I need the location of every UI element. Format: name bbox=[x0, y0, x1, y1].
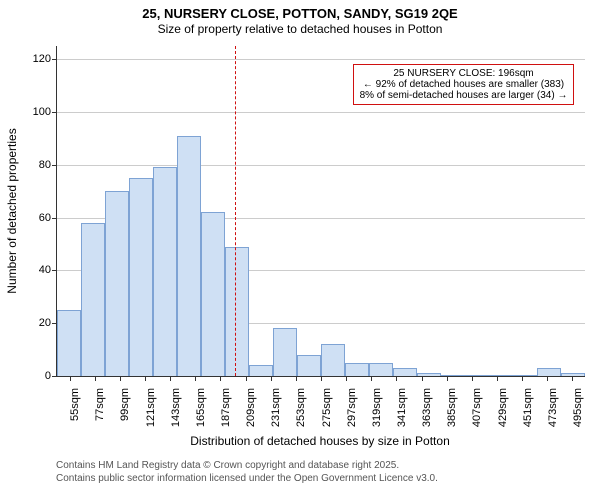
x-tick-label: 451sqm bbox=[522, 388, 534, 427]
x-tick-label: 495sqm bbox=[572, 388, 584, 427]
footer-line1: Contains HM Land Registry data © Crown c… bbox=[56, 460, 600, 473]
x-tick-label: 319sqm bbox=[371, 388, 383, 427]
x-axis-label: Distribution of detached houses by size … bbox=[56, 434, 584, 448]
histogram-bar bbox=[129, 178, 153, 376]
y-tick-label: 60 bbox=[39, 212, 57, 224]
x-tick-mark bbox=[95, 376, 96, 381]
annotation-box: 25 NURSERY CLOSE: 196sqm← 92% of detache… bbox=[353, 64, 575, 105]
histogram-bar bbox=[201, 212, 225, 376]
annotation-line: 25 NURSERY CLOSE: 196sqm bbox=[360, 68, 568, 79]
x-tick-label: 407sqm bbox=[471, 388, 483, 427]
x-tick-label: 385sqm bbox=[446, 388, 458, 427]
x-tick-label: 341sqm bbox=[396, 388, 408, 427]
chart-subtitle: Size of property relative to detached ho… bbox=[0, 21, 600, 36]
histogram-bar bbox=[57, 310, 81, 376]
x-tick-mark bbox=[70, 376, 71, 381]
x-tick-mark bbox=[572, 376, 573, 381]
histogram-bar bbox=[177, 136, 201, 376]
chart-container: 25, NURSERY CLOSE, POTTON, SANDY, SG19 2… bbox=[0, 0, 600, 500]
chart-title: 25, NURSERY CLOSE, POTTON, SANDY, SG19 2… bbox=[0, 0, 600, 21]
histogram-bar bbox=[369, 363, 393, 376]
histogram-bar bbox=[297, 355, 321, 376]
plot-area: 02040608010012055sqm77sqm99sqm121sqm143s… bbox=[56, 46, 585, 377]
x-tick-label: 121sqm bbox=[145, 388, 157, 427]
reference-line bbox=[235, 46, 236, 376]
x-tick-mark bbox=[120, 376, 121, 381]
x-tick-mark bbox=[246, 376, 247, 381]
gridline bbox=[57, 59, 585, 60]
y-axis-label: Number of detached properties bbox=[5, 128, 19, 293]
x-tick-mark bbox=[422, 376, 423, 381]
x-tick-mark bbox=[195, 376, 196, 381]
x-tick-mark bbox=[170, 376, 171, 381]
x-tick-mark bbox=[271, 376, 272, 381]
histogram-bar bbox=[105, 191, 129, 376]
histogram-bar bbox=[393, 368, 417, 376]
histogram-bar bbox=[441, 375, 465, 376]
histogram-bar bbox=[249, 365, 273, 376]
x-tick-label: 253sqm bbox=[295, 388, 307, 427]
histogram-bar bbox=[537, 368, 561, 376]
footer-line2: Contains public sector information licen… bbox=[56, 473, 600, 486]
x-tick-label: 77sqm bbox=[94, 388, 106, 421]
gridline bbox=[57, 112, 585, 113]
histogram-bar bbox=[465, 375, 489, 376]
x-tick-mark bbox=[547, 376, 548, 381]
x-tick-mark bbox=[472, 376, 473, 381]
footer-note: Contains HM Land Registry data © Crown c… bbox=[0, 460, 600, 485]
x-tick-label: 55sqm bbox=[69, 388, 81, 421]
x-tick-label: 363sqm bbox=[421, 388, 433, 427]
x-tick-label: 209sqm bbox=[245, 388, 257, 427]
histogram-bar bbox=[489, 375, 513, 376]
x-tick-mark bbox=[522, 376, 523, 381]
histogram-bar bbox=[321, 344, 345, 376]
annotation-line: ← 92% of detached houses are smaller (38… bbox=[360, 79, 568, 90]
histogram-bar bbox=[273, 328, 297, 376]
x-tick-mark bbox=[321, 376, 322, 381]
y-tick-label: 20 bbox=[39, 317, 57, 329]
x-tick-label: 429sqm bbox=[497, 388, 509, 427]
x-tick-mark bbox=[346, 376, 347, 381]
x-tick-mark bbox=[371, 376, 372, 381]
x-tick-mark bbox=[396, 376, 397, 381]
x-tick-label: 231sqm bbox=[270, 388, 282, 427]
histogram-bar bbox=[225, 247, 249, 376]
histogram-bar bbox=[345, 363, 369, 376]
y-tick-label: 120 bbox=[33, 53, 57, 65]
x-tick-mark bbox=[497, 376, 498, 381]
y-tick-label: 100 bbox=[33, 106, 57, 118]
histogram-bar bbox=[513, 375, 537, 376]
x-tick-label: 297sqm bbox=[346, 388, 358, 427]
x-tick-mark bbox=[145, 376, 146, 381]
x-tick-label: 473sqm bbox=[547, 388, 559, 427]
y-tick-label: 40 bbox=[39, 264, 57, 276]
annotation-line: 8% of semi-detached houses are larger (3… bbox=[360, 90, 568, 101]
x-tick-label: 187sqm bbox=[220, 388, 232, 427]
histogram-bar bbox=[81, 223, 105, 376]
y-tick-label: 0 bbox=[45, 370, 57, 382]
y-tick-label: 80 bbox=[39, 159, 57, 171]
x-tick-mark bbox=[220, 376, 221, 381]
x-tick-label: 165sqm bbox=[195, 388, 207, 427]
histogram-bar bbox=[153, 167, 177, 376]
x-tick-label: 275sqm bbox=[321, 388, 333, 427]
gridline bbox=[57, 165, 585, 166]
x-tick-label: 99sqm bbox=[119, 388, 131, 421]
x-tick-mark bbox=[296, 376, 297, 381]
x-tick-mark bbox=[447, 376, 448, 381]
x-tick-label: 143sqm bbox=[170, 388, 182, 427]
